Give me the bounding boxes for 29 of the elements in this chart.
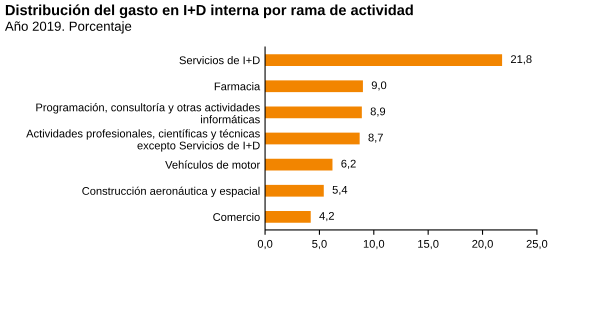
x-tick-label: 20,0 bbox=[472, 240, 493, 250]
y-tick-label: Servicios de I+D bbox=[180, 56, 260, 64]
data-label: 4,2 bbox=[319, 212, 334, 222]
x-tick-label: 25,0 bbox=[526, 240, 548, 250]
data-label: 8,9 bbox=[370, 107, 386, 117]
chart-title: Distribución del gasto en I+D interna por rama de actividad bbox=[6, 4, 413, 18]
x-tick-label: 0,0 bbox=[258, 240, 272, 250]
bar bbox=[265, 80, 363, 92]
bar bbox=[265, 54, 502, 66]
data-label: 9,0 bbox=[372, 81, 386, 90]
data-label: 6,2 bbox=[341, 160, 356, 169]
bar bbox=[265, 184, 324, 197]
y-tick-label: Construcción aeronáutica y espacial bbox=[82, 186, 260, 198]
y-tick-label: Vehículos de motor bbox=[165, 160, 260, 169]
y-tick-label: Programación, consultoría y otras actividades informáticas bbox=[36, 103, 260, 124]
bar bbox=[265, 106, 362, 118]
bar bbox=[265, 210, 311, 223]
bar bbox=[265, 158, 332, 170]
data-label: 5,4 bbox=[332, 186, 348, 196]
y-tick-label: Farmacia bbox=[214, 82, 260, 90]
x-tick-label: 10,0 bbox=[364, 240, 384, 250]
y-tick-label: Actividades profesionales, científicas y técnicas excepto Servicios de I+D bbox=[26, 129, 260, 152]
text: Año 2019. Porcentaje bbox=[4, 21, 132, 34]
data-label: 21,8 bbox=[510, 55, 532, 64]
data-label: 8,7 bbox=[368, 134, 383, 143]
x-tick-label: 15,0 bbox=[418, 240, 439, 250]
bar bbox=[265, 132, 360, 144]
y-tick-label: Comercio bbox=[213, 212, 260, 221]
x-tick-label: 5,0 bbox=[312, 240, 327, 250]
